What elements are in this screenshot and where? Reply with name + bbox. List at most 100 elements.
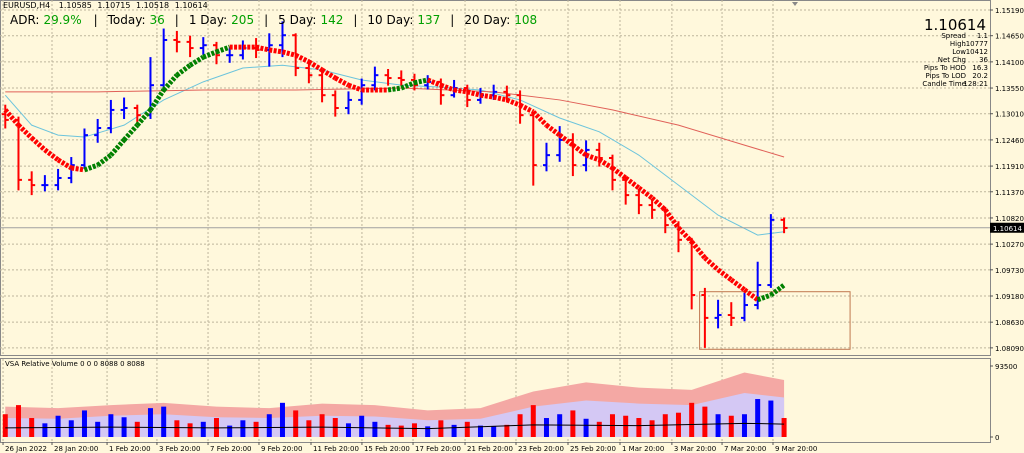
info-label: Spread <box>941 32 966 40</box>
info-label: Candle Time <box>922 80 966 88</box>
info-value: 36 <box>979 56 988 64</box>
volume-bar <box>227 425 233 437</box>
y-tick-label: 1.15190 <box>995 7 1024 15</box>
trend-segment <box>480 92 495 100</box>
adr-value: 205 <box>231 13 254 27</box>
x-tick-label: 1 Mar 20:00 <box>622 445 664 453</box>
adr-value: 36 <box>150 13 165 27</box>
trend-segment <box>531 110 549 127</box>
volume-bar <box>385 424 391 437</box>
x-tick-label: 9 Feb 20:00 <box>261 445 302 453</box>
y-tick-label: 1.10820 <box>995 215 1024 223</box>
volume-bar <box>662 414 668 437</box>
adr-value: 137 <box>417 13 440 27</box>
volume-bar <box>253 421 259 437</box>
close: 1.10614 <box>175 1 208 10</box>
x-tick-label: 3 Feb 20:00 <box>159 445 200 453</box>
y-tick-label: 1.09180 <box>995 293 1024 301</box>
volume-panel <box>0 358 991 443</box>
info-price: 1.10614 <box>924 16 986 34</box>
trend-segment <box>281 49 297 58</box>
trend-segment <box>610 165 628 180</box>
volume-bar <box>398 425 404 437</box>
trend-segment <box>703 256 720 272</box>
trend-segment <box>597 157 614 171</box>
x-tick-label: 21 Feb 20:00 <box>467 445 513 453</box>
adr-label: 1 Day: <box>189 13 227 27</box>
volume-bar <box>557 414 563 437</box>
trend-segment <box>544 123 562 138</box>
info-label: Net Chg <box>938 56 966 64</box>
adr-line: ADR: 29.9% | Today: 36 | 1 Day: 205 | 5 Day: 142 | 1… <box>10 13 537 27</box>
volume-bar <box>42 423 48 437</box>
trend-segment <box>518 102 535 115</box>
open: 1.10585 <box>59 1 92 10</box>
trend-segment <box>43 147 60 162</box>
volume-bar <box>174 420 180 437</box>
volume-bar <box>425 426 431 437</box>
volume-bar <box>504 424 510 437</box>
x-tick-label: 9 Mar 20:00 <box>775 445 817 453</box>
volume-bar <box>266 414 272 437</box>
trend-segment <box>505 97 522 108</box>
trend-segment <box>108 138 126 157</box>
trend-segment <box>268 47 283 55</box>
trend-segment <box>716 267 733 282</box>
trend-segment <box>3 108 21 127</box>
info-label: Pips To HOD <box>924 64 966 72</box>
volume-bar <box>491 426 497 437</box>
y-tick-label: 0 <box>995 434 999 442</box>
trend-segment <box>215 44 231 55</box>
volume-bar <box>55 415 61 437</box>
trend-segment <box>255 44 270 53</box>
info-label: Low <box>952 48 966 56</box>
trend-segment <box>756 292 772 303</box>
volume-bar <box>781 418 787 437</box>
trend-segment <box>16 123 34 140</box>
volume-bar <box>95 421 101 437</box>
trend-segment <box>440 82 455 93</box>
y-tick-label: 1.10270 <box>995 241 1024 249</box>
adr-label: Today: <box>107 13 146 27</box>
trend-segment <box>400 80 416 91</box>
volume-bar <box>319 414 325 437</box>
x-tick-label: 23 Feb 20:00 <box>518 445 564 453</box>
volume-bar <box>768 400 774 437</box>
volume-bar <box>15 405 21 437</box>
y-tick-label: 1.13010 <box>995 111 1024 119</box>
x-tick-label: 3 Mar 20:00 <box>674 445 716 453</box>
x-tick-label: 15 Feb 20:00 <box>364 445 410 453</box>
y-tick-label: 1.08630 <box>995 319 1024 327</box>
trend-segment <box>83 162 99 173</box>
volume-bar <box>689 402 695 437</box>
trend-segment <box>70 165 85 173</box>
volume-bar <box>240 420 246 437</box>
volume-bar <box>359 415 365 437</box>
separator: | <box>353 13 357 27</box>
volume-area <box>5 392 785 437</box>
trend-segment <box>334 75 350 88</box>
trend-segment <box>347 82 363 93</box>
trend-segment <box>676 226 694 244</box>
last-price-box <box>990 222 1024 233</box>
volume-bar <box>702 406 708 437</box>
adr-label: 10 Day: <box>367 13 413 27</box>
shift-marker <box>792 2 798 6</box>
x-tick-label: 7 Mar 20:00 <box>724 445 766 453</box>
x-tick-label: 11 Feb 20:00 <box>313 445 359 453</box>
x-tick-label: 25 Feb 20:00 <box>570 445 616 453</box>
x-tick-label: 1 Feb 20:00 <box>109 445 150 453</box>
trend-segment <box>558 133 575 148</box>
trend-segment <box>320 67 337 81</box>
volume-bar <box>372 421 378 437</box>
trend-segment <box>571 143 588 158</box>
price-layer <box>0 21 990 350</box>
info-value: .10412 <box>964 48 989 56</box>
y-tick-label: 1.11910 <box>995 163 1024 171</box>
volume-bar <box>147 408 153 437</box>
trend-segment <box>493 94 508 103</box>
trend-segment <box>426 77 442 88</box>
